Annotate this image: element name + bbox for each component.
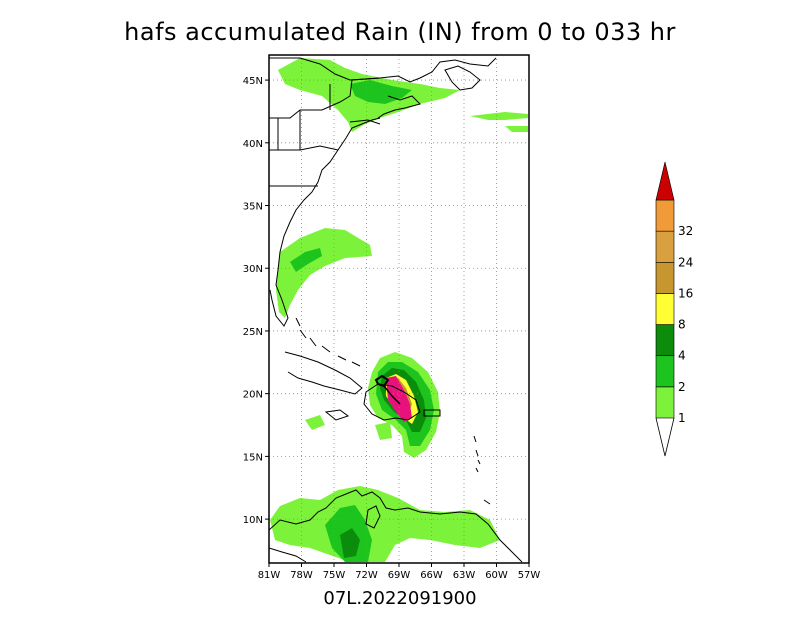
colorbar-label: 4 [678, 349, 686, 363]
rain-patch-east-2 [505, 126, 528, 132]
map-grid [269, 55, 529, 563]
colorbar-label: 1 [678, 411, 686, 425]
coastline-puerto-rico [423, 409, 441, 417]
colorbar-min-arrow [655, 417, 675, 457]
colorbar-swatch [655, 199, 675, 232]
storm-center [374, 374, 390, 388]
coastline-cuba [284, 351, 363, 395]
colorbar-swatch [655, 261, 675, 294]
coastline-lake-maracaibo [365, 505, 381, 529]
colorbar-max-arrow [655, 161, 675, 201]
coastline-us-east [269, 117, 381, 327]
rain-patch-south [270, 486, 500, 562]
lon-tick-label: 66W [420, 570, 443, 581]
longitude-labels: 81W 78W 75W 72W 69W 66W 63W 60W 57W [258, 563, 541, 581]
coastline-long-island [349, 119, 381, 125]
rain-patch-southeast-us [276, 228, 372, 318]
coastline-hispaniola [363, 383, 421, 421]
lon-tick-label: 60W [485, 570, 508, 581]
rain-patch-southeast-us-2 [290, 248, 322, 272]
storm-track [383, 385, 401, 405]
storm-run-id: 07L.2022091900 [323, 588, 477, 609]
colorbar-swatch [655, 355, 675, 388]
colorbar-swatch [655, 324, 675, 357]
colorbar-label: 24 [678, 255, 693, 269]
colorbar-label: 16 [678, 286, 693, 300]
lat-tick-label: 40N [243, 139, 263, 150]
rain-patch-east [470, 112, 528, 120]
lat-tick-label: 10N [243, 515, 263, 526]
coastline-bahamas [295, 317, 361, 367]
coastline-canada [269, 57, 497, 83]
colorbar-swatch [655, 230, 675, 263]
lon-tick-label: 81W [258, 570, 281, 581]
lat-tick-label: 20N [243, 390, 263, 401]
lon-tick-label: 75W [323, 570, 346, 581]
lat-tick-label: 25N [243, 327, 263, 338]
map-title: hafs accumulated Rain (IN) from 0 to 033… [124, 18, 676, 46]
lat-tick-label: 45N [243, 76, 263, 87]
rain-patch-northeast-2 [350, 80, 412, 104]
latitude-labels: 10N 15N 20N 25N 30N 35N 40N 45N [243, 76, 269, 526]
coastline-jamaica [324, 409, 350, 421]
border-canada-us [269, 77, 381, 119]
coastline-newfoundland [444, 65, 481, 91]
coastline-panama [269, 547, 307, 563]
rain-field [270, 58, 528, 562]
lon-tick-label: 63W [453, 570, 476, 581]
colorbar-label: 2 [678, 380, 686, 394]
coastline-lesser-antilles [473, 435, 491, 505]
lon-tick-label: 78W [290, 570, 313, 581]
lon-tick-label: 57W [518, 570, 541, 581]
rain-patch-caribbean-2 [375, 422, 392, 440]
coastlines [269, 57, 523, 563]
lon-tick-label: 72W [355, 570, 378, 581]
lat-tick-label: 30N [243, 264, 263, 275]
rain-patch-caribbean [305, 415, 325, 430]
colorbar-label: 8 [678, 318, 686, 332]
lat-tick-label: 15N [243, 452, 263, 463]
lon-tick-label: 69W [388, 570, 411, 581]
lat-tick-label: 35N [243, 202, 263, 213]
colorbar-label: 32 [678, 224, 693, 238]
coastline-nova-scotia [377, 95, 421, 119]
colorbar-swatch [655, 293, 675, 325]
coastline-central-america [269, 489, 523, 563]
border-state-1 [269, 145, 339, 151]
colorbar-swatch [655, 386, 675, 419]
rain-patch-south-3 [340, 528, 360, 558]
